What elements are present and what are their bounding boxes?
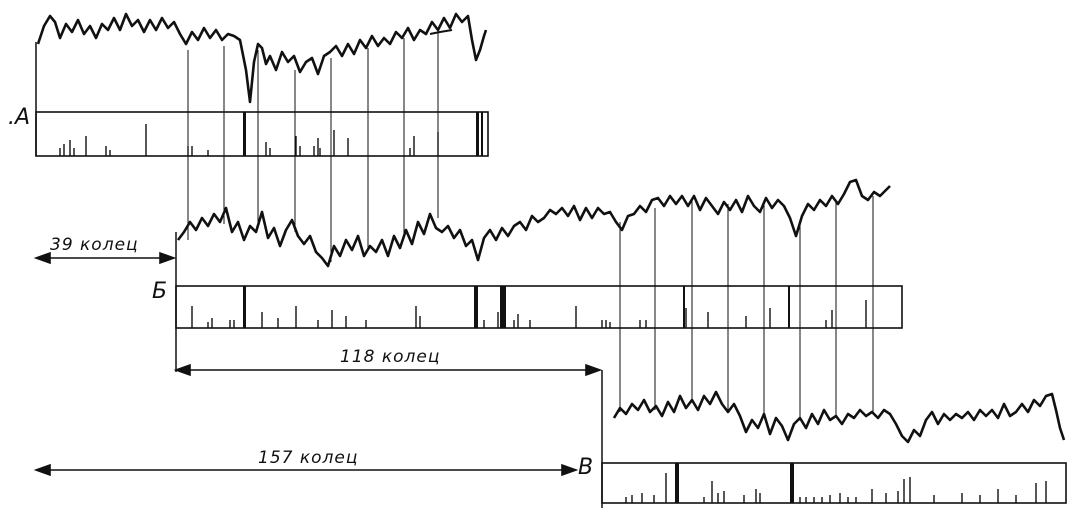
offset-arrow-157 (33, 463, 579, 477)
ring-marker-bar (788, 286, 790, 328)
segment-a-curve-tail (429, 29, 453, 35)
ring-marker-bar (243, 286, 246, 328)
ring-marker-bar (243, 112, 246, 156)
segment-a-signature-ticks (59, 112, 483, 156)
segment-a (35, 12, 489, 157)
offset-label-118: 118 колец (340, 347, 440, 367)
segment-b-strip (175, 285, 903, 329)
offset-label-39: 39 колец (50, 235, 139, 255)
ring-marker-bar (790, 463, 794, 503)
ring-marker-bar (500, 286, 506, 328)
offset-arrow-118 (173, 363, 603, 377)
segment-a-label: .А (8, 105, 30, 130)
segment-b (175, 178, 903, 372)
segment-b-ring-width-curve (176, 178, 891, 268)
segment-v-signature-ticks (625, 463, 1047, 503)
ring-marker-bar (481, 112, 483, 156)
segment-v (601, 370, 1067, 508)
crossdating-lines-a-b (187, 30, 439, 262)
crossdating-lines-b-v (619, 196, 874, 420)
ring-marker-bar (474, 286, 478, 328)
segment-b-signature-ticks (191, 286, 867, 328)
offset-label-157: 157 колец (258, 448, 358, 468)
ring-marker-bar (683, 286, 685, 328)
ring-marker-bar (476, 112, 479, 156)
ring-marker-bar (675, 463, 679, 503)
offset-arrow-39 (33, 251, 177, 265)
segment-a-ring-width-curve (36, 12, 488, 104)
segment-v-ring-width-curve (612, 390, 1066, 444)
segment-v-label: В (578, 455, 593, 480)
segment-v-strip (601, 462, 1067, 504)
segment-b-label: Б (152, 279, 167, 304)
segment-a-strip (35, 111, 489, 157)
